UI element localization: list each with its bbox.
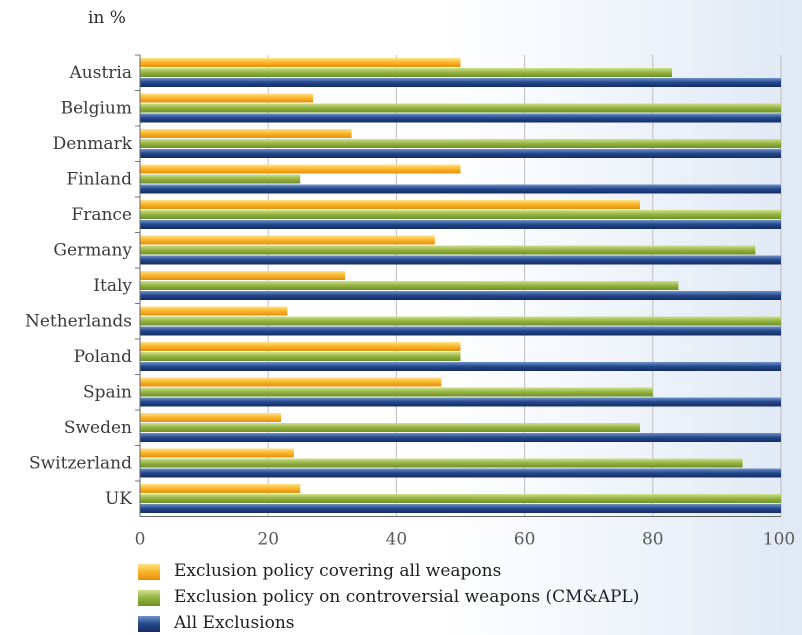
category-label: Austria	[69, 63, 132, 83]
axes: Austria Belgium Denmark Finland France German…	[25, 54, 795, 550]
legend: Exclusion policy covering all weapons Ex…	[138, 558, 639, 635]
bar-switzerland-series-0	[140, 448, 294, 458]
category-label: Poland	[74, 347, 133, 367]
legend-label: All Exclusions	[174, 613, 295, 633]
bar-sweden-series-1	[140, 423, 640, 432]
bar-switzerland-series-1	[140, 458, 743, 468]
bar-netherlands-series-2	[140, 326, 781, 336]
x-tick-label: 0	[135, 530, 146, 550]
legend-label: Exclusion policy on controversial weapon…	[174, 587, 640, 607]
bar-austria-series-2	[140, 78, 781, 87]
bar-finland-series-2	[140, 184, 781, 194]
bar-netherlands-series-1	[140, 316, 781, 326]
bar-poland-series-1	[140, 352, 461, 361]
bar-belgium-series-2	[140, 113, 781, 123]
legend-swatch-green	[138, 590, 160, 606]
bar-spain-series-2	[140, 397, 781, 407]
category-label: Netherlands	[25, 312, 132, 332]
bar-italy-series-0	[140, 271, 346, 280]
bar-france-series-0	[140, 200, 640, 209]
x-tick-label: 100	[763, 530, 795, 550]
legend-label: Exclusion policy covering all weapons	[174, 561, 502, 581]
bar-denmark-series-0	[140, 129, 352, 138]
category-label: Belgium	[61, 99, 132, 119]
unit-label: in %	[88, 8, 126, 28]
x-tick-label: 80	[642, 530, 664, 550]
bar-denmark-series-1	[140, 139, 781, 148]
bar-poland-series-2	[140, 362, 781, 371]
category-label: Denmark	[53, 134, 133, 154]
bar-italy-series-2	[140, 291, 781, 300]
legend-swatch-orange	[138, 564, 160, 580]
x-tick-label: 40	[386, 530, 408, 550]
category-label: Italy	[93, 276, 132, 296]
bar-spain-series-1	[140, 387, 653, 397]
category-label: Spain	[83, 383, 132, 403]
bar-poland-series-0	[140, 342, 461, 351]
category-label: Finland	[66, 170, 132, 190]
bar-austria-series-1	[140, 68, 673, 77]
bar-france-series-2	[140, 220, 781, 229]
category-label: Germany	[53, 241, 132, 261]
bars	[140, 58, 781, 513]
category-label: Switzerland	[29, 454, 132, 474]
bar-sweden-series-0	[140, 413, 282, 422]
bar-france-series-1	[140, 210, 781, 219]
bar-uk-series-2	[140, 504, 781, 513]
x-tick-label: 20	[257, 530, 279, 550]
bar-germany-series-2	[140, 255, 781, 265]
bar-spain-series-0	[140, 377, 442, 387]
bar-belgium-series-1	[140, 103, 781, 113]
bar-germany-series-1	[140, 245, 756, 255]
category-label: UK	[105, 489, 132, 509]
bar-uk-series-1	[140, 494, 781, 503]
legend-item-all-exclusions: All Exclusions	[138, 610, 639, 635]
bar-denmark-series-2	[140, 149, 781, 158]
legend-item-controversial: Exclusion policy on controversial weapon…	[138, 584, 639, 610]
bar-italy-series-1	[140, 281, 679, 290]
legend-swatch-blue	[138, 616, 160, 632]
bar-switzerland-series-2	[140, 468, 781, 478]
bar-chart: Austria Belgium Denmark Finland France German…	[25, 54, 795, 550]
bar-finland-series-0	[140, 164, 461, 174]
bar-germany-series-0	[140, 235, 435, 245]
bar-uk-series-0	[140, 484, 301, 493]
bar-netherlands-series-0	[140, 306, 288, 316]
bar-sweden-series-2	[140, 433, 781, 442]
bar-austria-series-0	[140, 58, 461, 67]
category-label: Sweden	[64, 418, 132, 438]
legend-item-all-weapons: Exclusion policy covering all weapons	[138, 558, 639, 584]
category-label: France	[71, 205, 132, 225]
x-tick-label: 60	[514, 530, 536, 550]
bar-belgium-series-0	[140, 93, 314, 103]
bar-finland-series-1	[140, 174, 301, 184]
